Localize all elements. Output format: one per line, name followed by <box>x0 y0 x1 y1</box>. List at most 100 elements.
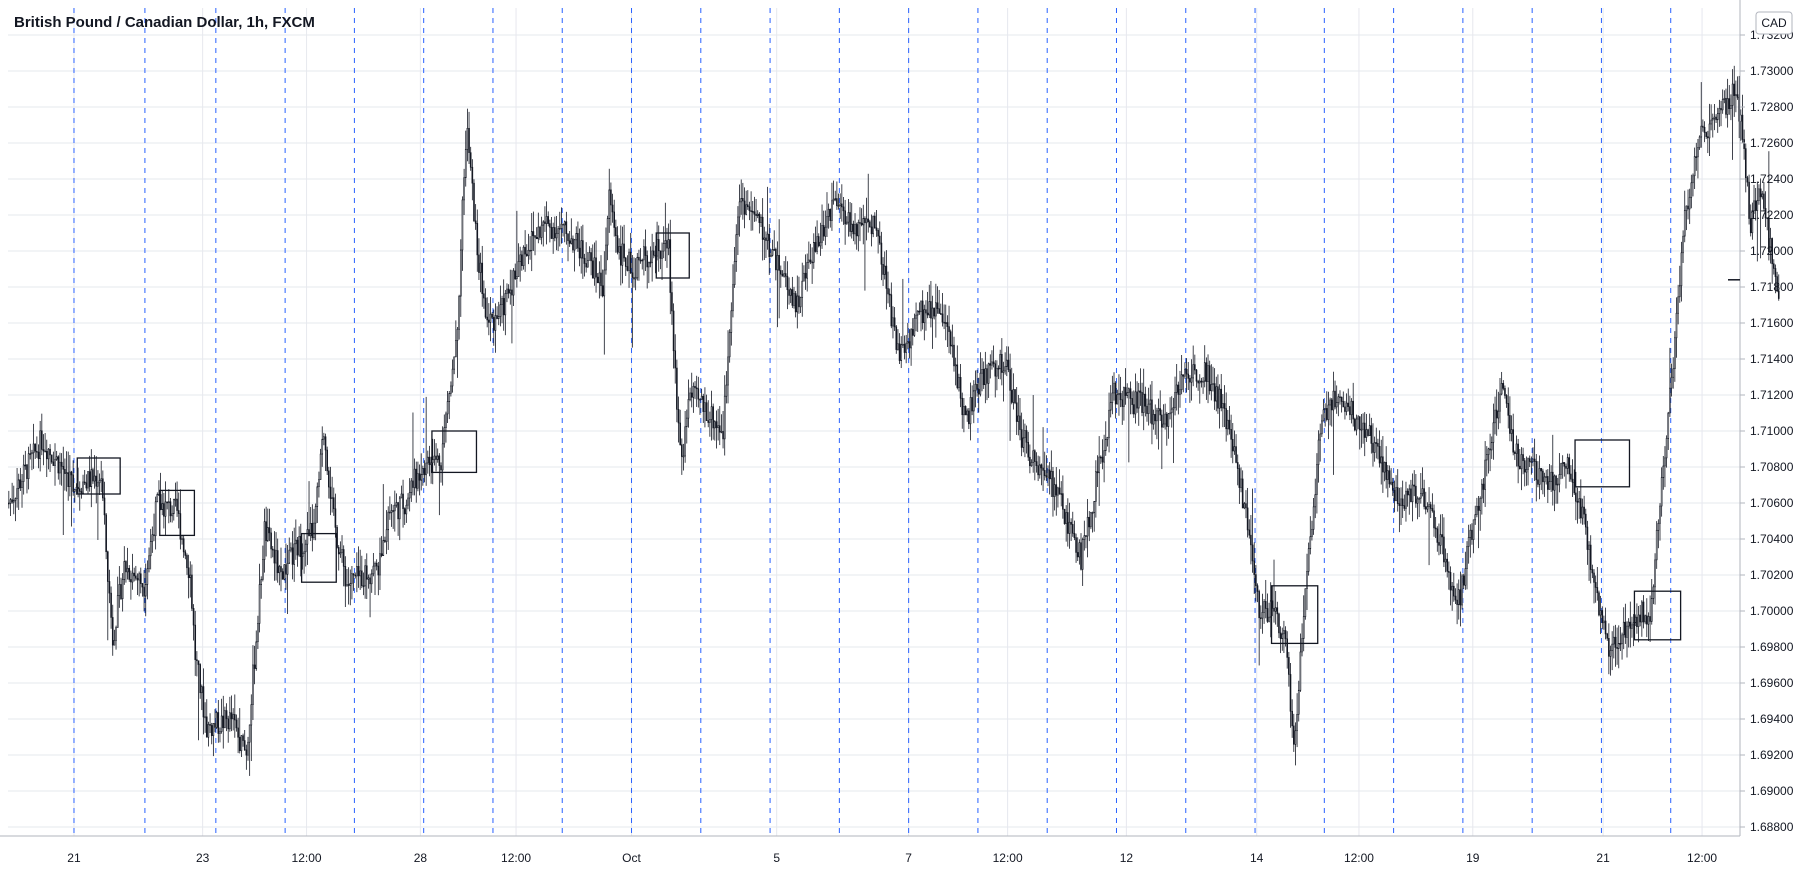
candle-body-up <box>575 233 578 241</box>
candle-body-up <box>1081 539 1084 570</box>
candle-body-up <box>1426 506 1429 510</box>
y-tick-label: 1.70800 <box>1750 460 1794 474</box>
candle-body-down <box>271 548 274 551</box>
candle-body-up <box>1721 99 1724 111</box>
candle-body-up <box>370 573 373 585</box>
candle <box>1106 436 1109 447</box>
candle <box>1748 174 1750 225</box>
currency-badge[interactable]: CAD <box>1755 11 1793 35</box>
candle <box>1378 430 1381 468</box>
candle-body-up <box>1301 638 1303 653</box>
candle <box>329 466 332 516</box>
candle-body-up <box>359 570 361 577</box>
candle-body-up <box>756 213 759 216</box>
candle-body-down <box>1547 476 1549 490</box>
candle-body-up <box>100 478 102 482</box>
candle <box>116 576 119 628</box>
candle-body-up <box>1497 410 1500 419</box>
candle <box>1660 467 1663 517</box>
candle-body-up <box>1387 470 1389 480</box>
candle-body-up <box>1481 483 1483 499</box>
candle <box>1358 416 1361 450</box>
range-highlight-box <box>1633 590 1682 641</box>
x-tick-label: 21 <box>67 851 81 865</box>
candle <box>186 553 188 575</box>
candle <box>628 248 630 288</box>
candle <box>47 448 50 470</box>
candle-body-down <box>1583 506 1585 515</box>
candle-body-up <box>260 579 263 585</box>
candle-body-up <box>257 623 259 643</box>
candle <box>552 222 554 254</box>
candle <box>878 221 881 245</box>
candle <box>1260 605 1262 629</box>
candle-body-down <box>671 292 673 312</box>
candle <box>859 207 861 242</box>
candle-body-down <box>95 475 98 487</box>
candle <box>1410 479 1412 503</box>
candle-body-down <box>903 343 906 353</box>
candle <box>1116 389 1119 405</box>
candle <box>205 699 208 738</box>
candle <box>214 709 216 733</box>
candle <box>1639 604 1642 627</box>
candle <box>255 630 258 671</box>
candle-body-up <box>316 486 319 507</box>
candle <box>146 560 149 600</box>
candle <box>1429 501 1432 518</box>
candle <box>1518 448 1521 470</box>
candle <box>697 376 700 408</box>
candle <box>679 409 681 446</box>
candle-body-down <box>1398 503 1401 506</box>
candles-layer[interactable] <box>8 65 1780 776</box>
candle <box>915 302 917 332</box>
candle <box>280 547 282 592</box>
candle <box>1096 455 1099 488</box>
candle <box>210 722 213 745</box>
candle <box>1687 189 1689 220</box>
candle-body-up <box>417 473 419 489</box>
candle-body-down <box>243 740 246 751</box>
candle-body-up <box>121 579 124 599</box>
candle-body-down <box>1629 621 1632 629</box>
candle <box>1515 435 1518 467</box>
candle <box>1533 438 1536 481</box>
candle-body-down <box>1189 378 1191 383</box>
candle <box>666 227 668 268</box>
candle <box>309 507 312 542</box>
candle-body-down <box>550 226 553 239</box>
candle <box>984 351 987 404</box>
candle <box>1194 354 1196 375</box>
candle <box>1048 462 1051 495</box>
candle <box>1431 493 1434 513</box>
candle <box>1731 69 1734 160</box>
candle <box>709 411 711 437</box>
candle-body-up <box>1716 113 1719 121</box>
candle <box>133 567 135 582</box>
candle <box>356 552 358 593</box>
candle <box>1713 103 1716 131</box>
candle <box>1403 494 1406 511</box>
candle <box>946 315 949 347</box>
candle-body-up <box>1233 446 1236 452</box>
candle-body-down <box>633 277 635 280</box>
candle <box>717 408 719 441</box>
candle-body-down <box>214 723 216 728</box>
candle <box>535 227 538 240</box>
candle <box>1708 103 1711 157</box>
candle <box>313 508 315 541</box>
candle-body-up <box>1499 393 1501 412</box>
candle-body-down <box>1258 591 1260 619</box>
candle <box>1104 421 1107 456</box>
candle <box>1253 542 1256 594</box>
candle <box>1189 375 1191 403</box>
candle <box>362 572 365 596</box>
candle <box>1034 449 1036 481</box>
candle <box>1746 175 1749 187</box>
candle-body-down <box>679 422 681 445</box>
candle <box>554 216 556 242</box>
candle-body-up <box>1175 384 1178 393</box>
candle-body-up <box>1492 422 1495 443</box>
